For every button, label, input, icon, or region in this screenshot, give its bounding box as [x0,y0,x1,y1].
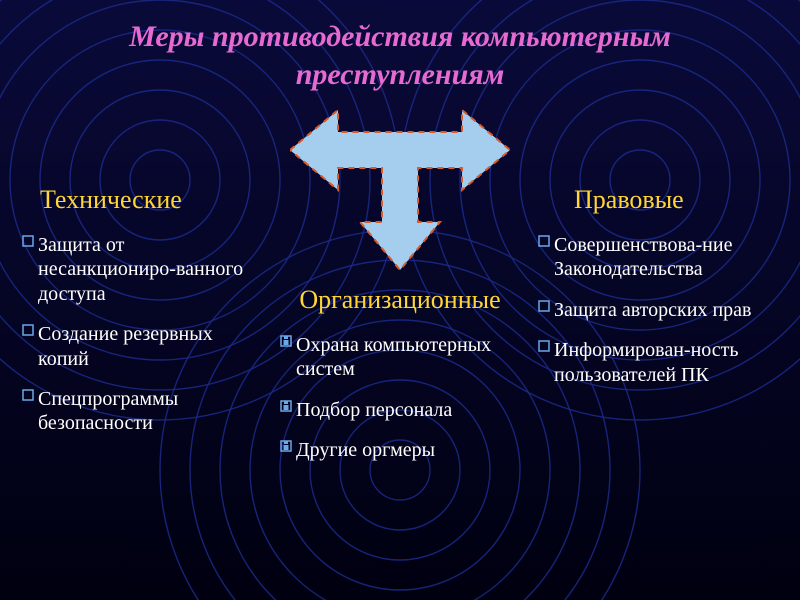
square-bullet-icon [538,340,550,352]
column-legal: Правовые Совершенствова-ние Законодатель… [538,185,778,479]
slide-title: Меры противодействия компьютерным престу… [0,0,800,93]
list-item: Охрана компьютерных систем [280,333,520,382]
disk-icon [280,335,292,347]
list-item: Защита авторских прав [538,298,778,322]
list-item: Подбор персонала [280,398,520,422]
list-item: Защита от несанкциониро-ванного доступа [22,233,262,306]
columns-container: Технические Защита от несанкциониро-ванн… [0,185,800,479]
list-item: Создание резервных копий [22,322,262,371]
list-item-label: Защита от несанкциониро-ванного доступа [38,234,243,305]
list-legal: Совершенствова-ние Законодательства Защит… [538,233,778,387]
list-organizational: Охрана компьютерных систем Подбор персона… [280,333,520,463]
column-heading-organizational: Организационные [280,285,520,315]
list-item-label: Информирован-ность пользователей ПК [554,339,739,385]
disk-icon [280,440,292,452]
list-item-label: Защита авторских прав [554,299,751,321]
list-item-label: Другие оргмеры [296,439,435,461]
square-bullet-icon [538,300,550,312]
column-heading-legal: Правовые [538,185,778,215]
column-heading-technical: Технические [22,185,262,215]
list-item: Другие оргмеры [280,438,520,462]
list-item-label: Подбор персонала [296,399,452,421]
list-item: Совершенствова-ние Законодательства [538,233,778,282]
square-bullet-icon [22,324,34,336]
list-item: Информирован-ность пользователей ПК [538,338,778,387]
disk-icon [280,400,292,412]
list-item: Спецпрограммы безопасности [22,387,262,436]
list-item-label: Спецпрограммы безопасности [38,388,178,434]
column-organizational: Организационные Охрана компьютерных сист… [280,285,520,479]
list-item-label: Совершенствова-ние Законодательства [554,234,732,280]
list-technical: Защита от несанкциониро-ванного доступа С… [22,233,262,436]
list-item-label: Охрана компьютерных систем [296,334,491,380]
list-item-label: Создание резервных копий [38,323,213,369]
square-bullet-icon [22,235,34,247]
square-bullet-icon [538,235,550,247]
column-technical: Технические Защита от несанкциониро-ванн… [22,185,262,479]
square-bullet-icon [22,389,34,401]
